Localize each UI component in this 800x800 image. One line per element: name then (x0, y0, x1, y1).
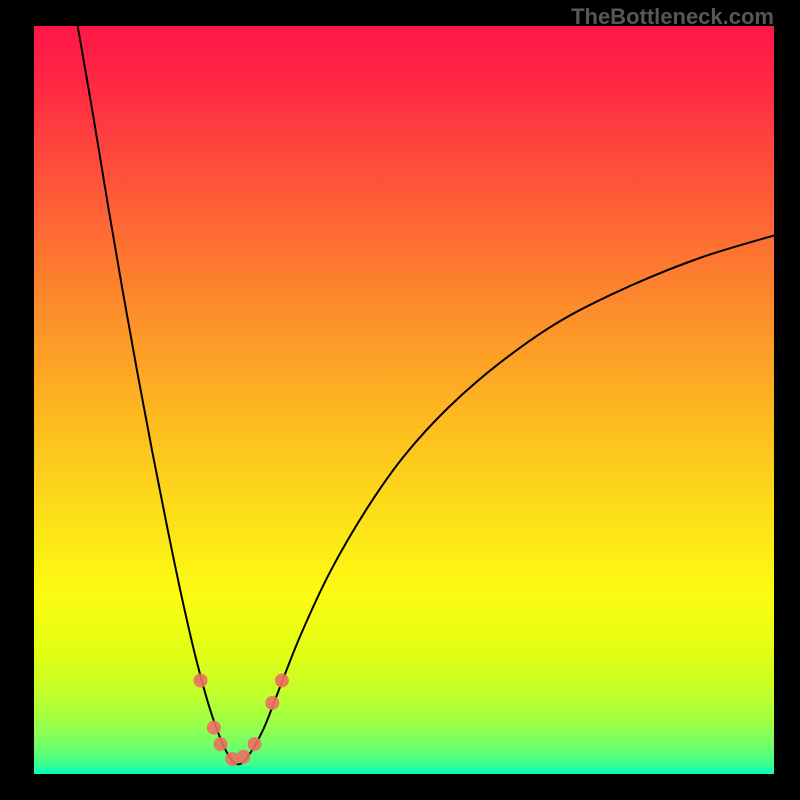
marker-dot (275, 674, 289, 688)
bottleneck-curve (78, 26, 774, 764)
marker-dot (194, 674, 208, 688)
marker-dot (213, 737, 227, 751)
marker-dot (207, 721, 221, 735)
watermark-label: TheBottleneck.com (571, 4, 774, 30)
plot-area (34, 26, 774, 774)
chart-svg (34, 26, 774, 774)
marker-dot (236, 750, 250, 764)
marker-dot (265, 696, 279, 710)
marker-dot (248, 737, 262, 751)
